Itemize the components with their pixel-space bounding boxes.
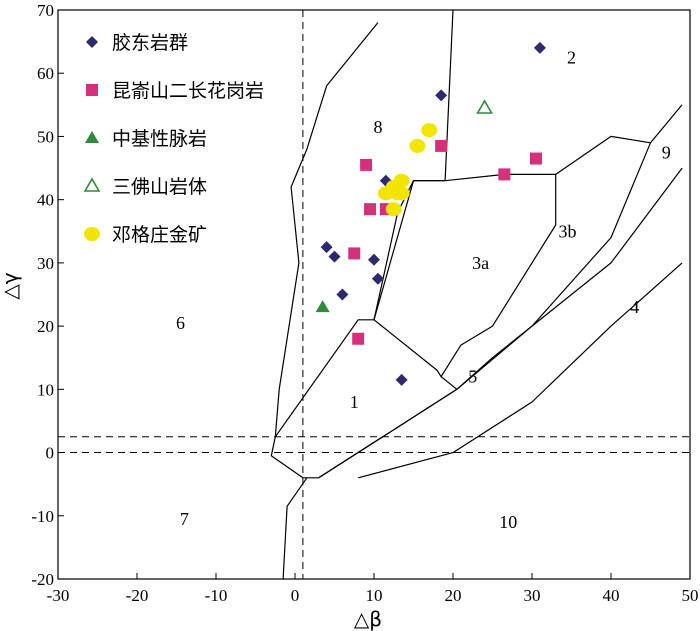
legend-marker-3: [85, 131, 99, 143]
boundary-line-1: [274, 186, 300, 437]
x-tick-label: 10: [366, 586, 383, 605]
boundary-line-7: [373, 104, 683, 320]
region-label-2: 2: [567, 47, 576, 67]
boundary-line-5: [274, 319, 458, 438]
region-label-5: 5: [468, 367, 477, 387]
y-tick-label: 20: [37, 317, 54, 336]
point-series-2-6: [435, 139, 448, 152]
point-series-5-5: [385, 202, 402, 217]
point-series-1-5: [371, 272, 384, 285]
data-points: [315, 41, 546, 386]
region-label-3b: 3b: [559, 221, 577, 241]
legend-marker-2: [86, 84, 98, 96]
region-label-10: 10: [499, 512, 517, 532]
x-tick-label: 30: [524, 586, 541, 605]
boundary-line-2: [290, 22, 379, 188]
legend-label-4: 三佛山岩体: [112, 176, 207, 198]
region-label-8: 8: [373, 117, 382, 137]
y-tick-label: -20: [31, 570, 54, 589]
y-tick-label: 10: [37, 380, 54, 399]
y-tick-label: 60: [37, 64, 54, 83]
legend-label-2: 昆嵛山二长花岗岩: [112, 80, 264, 102]
boundary-line-4: [282, 477, 308, 580]
boundary-line-6: [306, 388, 458, 479]
point-series-1-4: [368, 253, 380, 266]
point-series-2-1: [348, 247, 361, 260]
y-tick-label: 70: [37, 1, 54, 20]
x-axis-label: △β: [354, 607, 382, 631]
y-tick-label: 50: [37, 127, 54, 146]
boundary-line-12: [456, 167, 683, 390]
point-series-1-2: [328, 250, 341, 263]
legend-label-3: 中基性脉岩: [112, 128, 207, 150]
axis-ticks: -30 -20 -10 0 10 20 30 40 50-20-1001020304050607…: [31, 1, 698, 605]
legend-label-5: 邓格庄金矿: [112, 224, 207, 246]
legend-label-1: 胶东岩群: [112, 32, 188, 54]
x-tick-label: -20: [126, 586, 149, 605]
boundary-line-11: [318, 142, 652, 479]
y-tick-label: 30: [37, 254, 54, 273]
legend-marker-5: [84, 227, 100, 241]
x-tick-label: 20: [445, 586, 462, 605]
point-series-4-1: [476, 99, 493, 114]
reference-lines: [58, 10, 690, 579]
x-tick-label: 50: [682, 586, 699, 605]
boundary-line-13: [358, 262, 683, 479]
x-tick-label: -10: [205, 586, 228, 605]
point-series-2-2: [352, 332, 365, 345]
point-series-2-3: [360, 158, 373, 171]
point-series-5-4: [393, 173, 410, 188]
point-series-5-8: [421, 123, 438, 138]
x-tick-label: 0: [291, 586, 300, 605]
point-series-1-3: [336, 288, 349, 301]
x-tick-label: -30: [47, 586, 70, 605]
boundary-line-8: [413, 9, 454, 182]
region-label-9: 9: [662, 142, 671, 162]
point-series-1-9: [533, 41, 546, 54]
region-label-7: 7: [180, 509, 189, 529]
point-series-1-8: [435, 89, 448, 102]
legend-marker-1: [86, 36, 98, 48]
x-tick-label: 40: [603, 586, 620, 605]
boundary-line-10: [440, 174, 557, 378]
point-series-5-6: [393, 186, 410, 201]
legend-marker-4: [83, 177, 101, 192]
y-tick-label: 40: [37, 191, 54, 210]
point-series-2-4: [364, 203, 377, 216]
boundary-line-3: [270, 436, 307, 479]
region-label-6: 6: [176, 313, 185, 333]
region-label-1: 1: [350, 392, 359, 412]
region-label-4: 4: [630, 297, 639, 317]
y-tick-label: -10: [31, 507, 54, 526]
point-series-3-1: [315, 300, 330, 313]
y-axis-label: △γ: [0, 272, 22, 299]
y-tick-label: 0: [46, 444, 55, 463]
region-boundaries: [270, 9, 683, 580]
point-series-1-7: [395, 373, 408, 386]
point-series-1-1: [320, 241, 333, 254]
point-series-2-7: [498, 168, 511, 181]
point-series-2-8: [529, 152, 542, 165]
region-labels: 1 2 3a 3b 4 5 6 7 8 9 10: [176, 47, 671, 532]
point-series-5-7: [409, 138, 426, 153]
region-label-3a: 3a: [472, 253, 489, 273]
